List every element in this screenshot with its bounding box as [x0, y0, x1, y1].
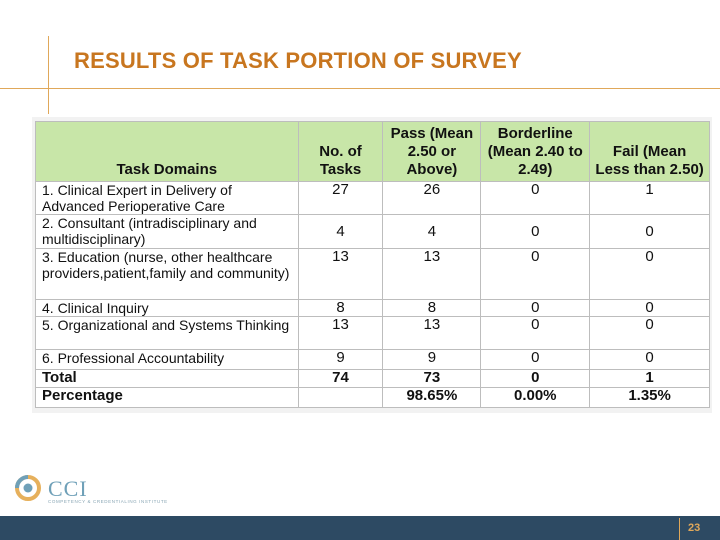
table-row: 1. Clinical Expert in Delivery of Advanc… — [35, 181, 710, 215]
row-tasks: 13 — [297, 316, 384, 350]
row-pass: 13 — [382, 316, 482, 350]
row-fail: 0 — [589, 316, 710, 350]
row-borderline: 0 — [480, 316, 591, 350]
row-fail: 0 — [589, 299, 710, 317]
row-pass: 8 — [382, 299, 482, 317]
percentage-label: Percentage — [35, 387, 299, 408]
table-row: 5. Organizational and Systems Thinking 1… — [35, 316, 710, 350]
results-table-frame: Task Domains No. of Tasks Pass (Mean 2.5… — [32, 117, 712, 413]
table-total-row: Total 74 73 0 1 — [35, 369, 710, 388]
row-tasks: 13 — [297, 248, 384, 300]
total-label: Total — [35, 369, 299, 388]
row-domain: 3. Education (nurse, other healthcare pr… — [35, 248, 299, 300]
header-pass: Pass (Mean 2.50 or Above) — [382, 121, 482, 182]
table-header-row: Task Domains No. of Tasks Pass (Mean 2.5… — [35, 121, 710, 182]
row-tasks: 9 — [297, 349, 384, 370]
percentage-borderline: 0.00% — [480, 387, 591, 408]
row-fail: 0 — [589, 349, 710, 370]
row-fail: 0 — [589, 248, 710, 300]
percentage-pass: 98.65% — [382, 387, 482, 408]
logo-name: CCI — [48, 476, 88, 501]
row-domain: 1. Clinical Expert in Delivery of Advanc… — [35, 181, 299, 215]
row-fail: 0 — [589, 214, 710, 249]
table-row: 2. Consultant (intradisciplinary and mul… — [35, 214, 710, 249]
row-tasks: 4 — [297, 214, 384, 249]
cci-logo-icon: CCI COMPETENCY & CREDENTIALING INSTITUTE — [15, 475, 168, 504]
row-pass: 26 — [382, 181, 482, 215]
results-table: Task Domains No. of Tasks Pass (Mean 2.5… — [35, 121, 710, 408]
footer-bar — [0, 516, 720, 540]
logo-tagline: COMPETENCY & CREDENTIALING INSTITUTE — [48, 499, 168, 504]
row-domain: 5. Organizational and Systems Thinking — [35, 316, 299, 350]
percentage-fail: 1.35% — [589, 387, 710, 408]
row-borderline: 0 — [480, 299, 591, 317]
row-borderline: 0 — [480, 349, 591, 370]
total-pass: 73 — [382, 369, 482, 388]
row-domain: 2. Consultant (intradisciplinary and mul… — [35, 214, 299, 249]
row-pass: 13 — [382, 248, 482, 300]
cci-logo: CCI COMPETENCY & CREDENTIALING INSTITUTE — [12, 470, 212, 506]
row-tasks: 27 — [297, 181, 384, 215]
footer-divider — [679, 518, 680, 540]
header-no-of-tasks: No. of Tasks — [297, 121, 384, 182]
header-borderline: Borderline (Mean 2.40 to 2.49) — [480, 121, 591, 182]
row-tasks: 8 — [297, 299, 384, 317]
title-divider-vertical — [48, 36, 49, 114]
page-number: 23 — [688, 522, 701, 534]
row-fail: 1 — [589, 181, 710, 215]
row-domain: 6. Professional Accountability — [35, 349, 299, 370]
total-fail: 1 — [589, 369, 710, 388]
table-row: 6. Professional Accountability 9 9 0 0 — [35, 349, 710, 370]
table-row: 3. Education (nurse, other healthcare pr… — [35, 248, 710, 300]
row-pass: 4 — [382, 214, 482, 249]
row-borderline: 0 — [480, 248, 591, 300]
header-task-domains: Task Domains — [35, 121, 299, 182]
row-borderline: 0 — [480, 181, 591, 215]
percentage-tasks — [297, 387, 384, 408]
slide-title: RESULTS OF TASK PORTION OF SURVEY — [74, 48, 522, 73]
header-fail: Fail (Mean Less than 2.50) — [589, 121, 710, 182]
table-row: 4. Clinical Inquiry 8 8 0 0 — [35, 299, 710, 317]
table-percentage-row: Percentage 98.65% 0.00% 1.35% — [35, 387, 710, 408]
row-borderline: 0 — [480, 214, 591, 249]
row-domain: 4. Clinical Inquiry — [35, 299, 299, 317]
row-pass: 9 — [382, 349, 482, 370]
title-divider-horizontal — [0, 88, 720, 89]
total-borderline: 0 — [480, 369, 591, 388]
total-tasks: 74 — [297, 369, 384, 388]
